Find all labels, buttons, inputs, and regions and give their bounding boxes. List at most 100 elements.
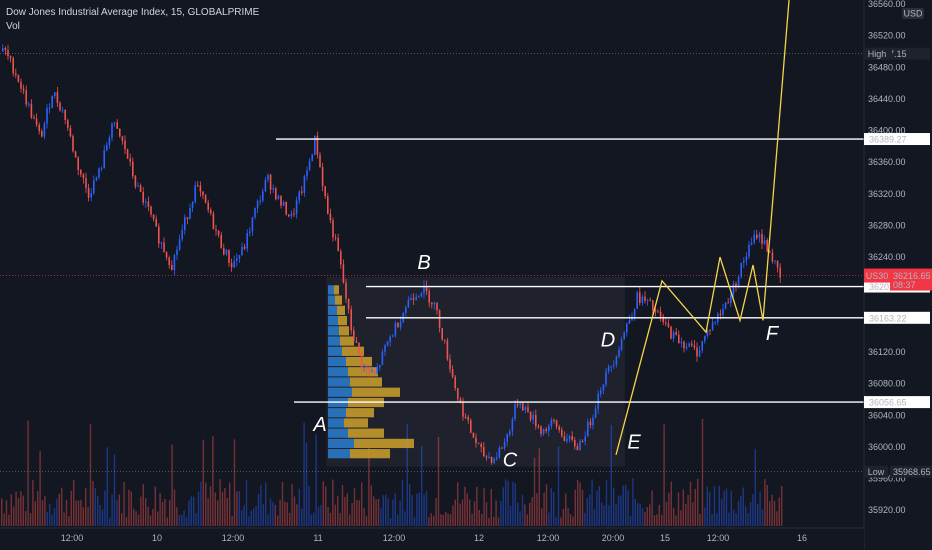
volume-bar bbox=[8, 514, 10, 526]
candle-body bbox=[256, 200, 259, 209]
volume-bar bbox=[27, 420, 29, 526]
chart-title: Dow Jones Industrial Average Index, 15, … bbox=[6, 7, 260, 18]
currency-badge bbox=[902, 8, 924, 19]
candle-body bbox=[82, 174, 85, 179]
volume-bar bbox=[140, 496, 142, 526]
candle-body bbox=[626, 323, 628, 333]
wave-label: E bbox=[627, 431, 641, 453]
candle-body bbox=[259, 200, 261, 202]
candle-body bbox=[150, 206, 152, 215]
symbol-label: US30 bbox=[866, 271, 889, 281]
volume-bar bbox=[421, 446, 423, 526]
candle-body bbox=[134, 176, 137, 187]
volume-bar bbox=[305, 442, 308, 526]
volume-bar bbox=[430, 513, 432, 526]
volume-bar bbox=[382, 495, 384, 526]
candle-body bbox=[368, 368, 371, 372]
volume-bar bbox=[728, 512, 730, 526]
volume-bar bbox=[548, 512, 550, 526]
volume-bar bbox=[56, 499, 58, 526]
candle-body bbox=[477, 442, 480, 444]
candle-body bbox=[332, 220, 334, 238]
volume-bar bbox=[723, 490, 725, 526]
profile-row-down bbox=[350, 377, 382, 387]
profile-row-up bbox=[328, 356, 346, 367]
volume-bar bbox=[116, 499, 118, 526]
candle-body bbox=[542, 429, 545, 434]
volume-bar bbox=[689, 481, 692, 526]
volume-bar bbox=[665, 501, 668, 526]
volume-bar bbox=[598, 486, 600, 526]
candle-body bbox=[522, 403, 524, 411]
volume-bar bbox=[740, 495, 742, 526]
candle-body bbox=[69, 127, 72, 137]
volume-bar bbox=[445, 512, 447, 526]
volume-bar bbox=[737, 500, 740, 526]
symbol-tag bbox=[864, 268, 890, 283]
y-tick-label: 36560.00 bbox=[868, 0, 906, 9]
volume-bar bbox=[627, 490, 629, 526]
volume-bar bbox=[193, 496, 195, 526]
candle-body bbox=[347, 298, 350, 310]
candle-body bbox=[30, 103, 33, 118]
volume-bar bbox=[296, 504, 298, 526]
candle-body bbox=[652, 300, 654, 310]
candle-body bbox=[303, 176, 306, 193]
volume-bar bbox=[459, 503, 461, 526]
candle-body bbox=[298, 191, 300, 201]
volume-bar bbox=[529, 502, 531, 526]
candles bbox=[2, 44, 781, 465]
volume-bar bbox=[181, 514, 183, 526]
volume-bar bbox=[322, 481, 324, 526]
candle-body bbox=[537, 426, 540, 428]
volume-bar bbox=[682, 489, 684, 526]
time-axis-background bbox=[0, 528, 864, 550]
candle-body bbox=[85, 178, 87, 188]
candle-body bbox=[740, 262, 742, 278]
volume-bar bbox=[346, 493, 348, 526]
candle-body bbox=[433, 302, 436, 305]
candle-body bbox=[126, 149, 129, 159]
volume-bar bbox=[418, 492, 420, 526]
candle-body bbox=[93, 180, 95, 194]
volume-bar bbox=[658, 504, 660, 526]
candle-body bbox=[501, 447, 503, 449]
volume-bar bbox=[545, 484, 548, 526]
volume-bar bbox=[329, 512, 332, 526]
candle-body bbox=[714, 322, 716, 324]
volume-bar bbox=[699, 514, 701, 526]
volume-bar bbox=[399, 500, 401, 526]
candle-body bbox=[178, 239, 181, 250]
candle-body bbox=[509, 431, 511, 435]
volume-bar bbox=[572, 516, 574, 526]
candle-body bbox=[28, 103, 30, 105]
volume-bar bbox=[133, 508, 135, 526]
volume-bar bbox=[721, 499, 723, 526]
volume-bar bbox=[629, 516, 632, 526]
candle-body bbox=[80, 170, 82, 175]
volume-bar bbox=[53, 508, 56, 526]
candle-body bbox=[124, 140, 126, 150]
volume-bar bbox=[661, 514, 663, 526]
candle-body bbox=[358, 342, 360, 354]
volume-bar bbox=[745, 506, 747, 526]
volume-bar bbox=[380, 508, 382, 526]
volume-bar bbox=[365, 515, 368, 526]
candle-body bbox=[535, 414, 537, 427]
candle-body bbox=[139, 185, 142, 193]
candle-body bbox=[207, 202, 209, 210]
candle-body bbox=[493, 458, 495, 463]
candle-body bbox=[46, 108, 48, 124]
volume-bar bbox=[353, 487, 356, 526]
volume-bar bbox=[560, 517, 562, 526]
candle-body bbox=[280, 195, 282, 206]
volume-bar bbox=[454, 499, 456, 526]
candle-body bbox=[251, 217, 254, 232]
volume-bar bbox=[581, 489, 584, 526]
candle-body bbox=[113, 122, 116, 124]
volume-bar bbox=[358, 500, 360, 526]
candle-body bbox=[558, 426, 560, 430]
volume-bar bbox=[411, 495, 413, 526]
